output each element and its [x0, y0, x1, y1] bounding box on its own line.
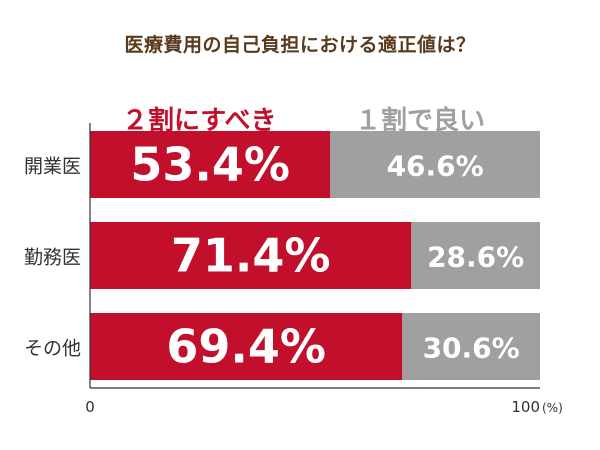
bar-segment-kaigyoui-1 [330, 131, 540, 198]
x-axis-unit: (%) [542, 401, 563, 415]
data-label-sonota-1: 30.6% [423, 332, 520, 365]
bar-segment-sonota-0 [90, 313, 403, 380]
data-label-kaigyoui-1: 46.6% [387, 150, 484, 183]
category-label-sonota: その他 [24, 338, 81, 360]
bar-segment-kaigyoui-0 [90, 131, 331, 198]
category-label-kinmui: 勤務医 [24, 247, 81, 269]
bar-segment-kinmui-0 [90, 222, 412, 289]
x-tick-label-0: 0 [85, 398, 95, 416]
data-label-kinmui-1: 28.6% [427, 241, 524, 274]
bar-segment-kinmui-1 [411, 222, 540, 289]
bar-segment-sonota-1 [402, 313, 540, 380]
x-tick-label-100: 100 [511, 398, 540, 416]
data-label-sonota-0: 69.4% [166, 320, 326, 374]
data-label-kinmui-0: 71.4% [171, 229, 331, 283]
chart-title: 医療費用の自己負担における適正値は？ [124, 34, 476, 56]
category-label-kaigyoui: 開業医 [24, 156, 81, 178]
data-label-kaigyoui-0: 53.4% [130, 138, 290, 192]
